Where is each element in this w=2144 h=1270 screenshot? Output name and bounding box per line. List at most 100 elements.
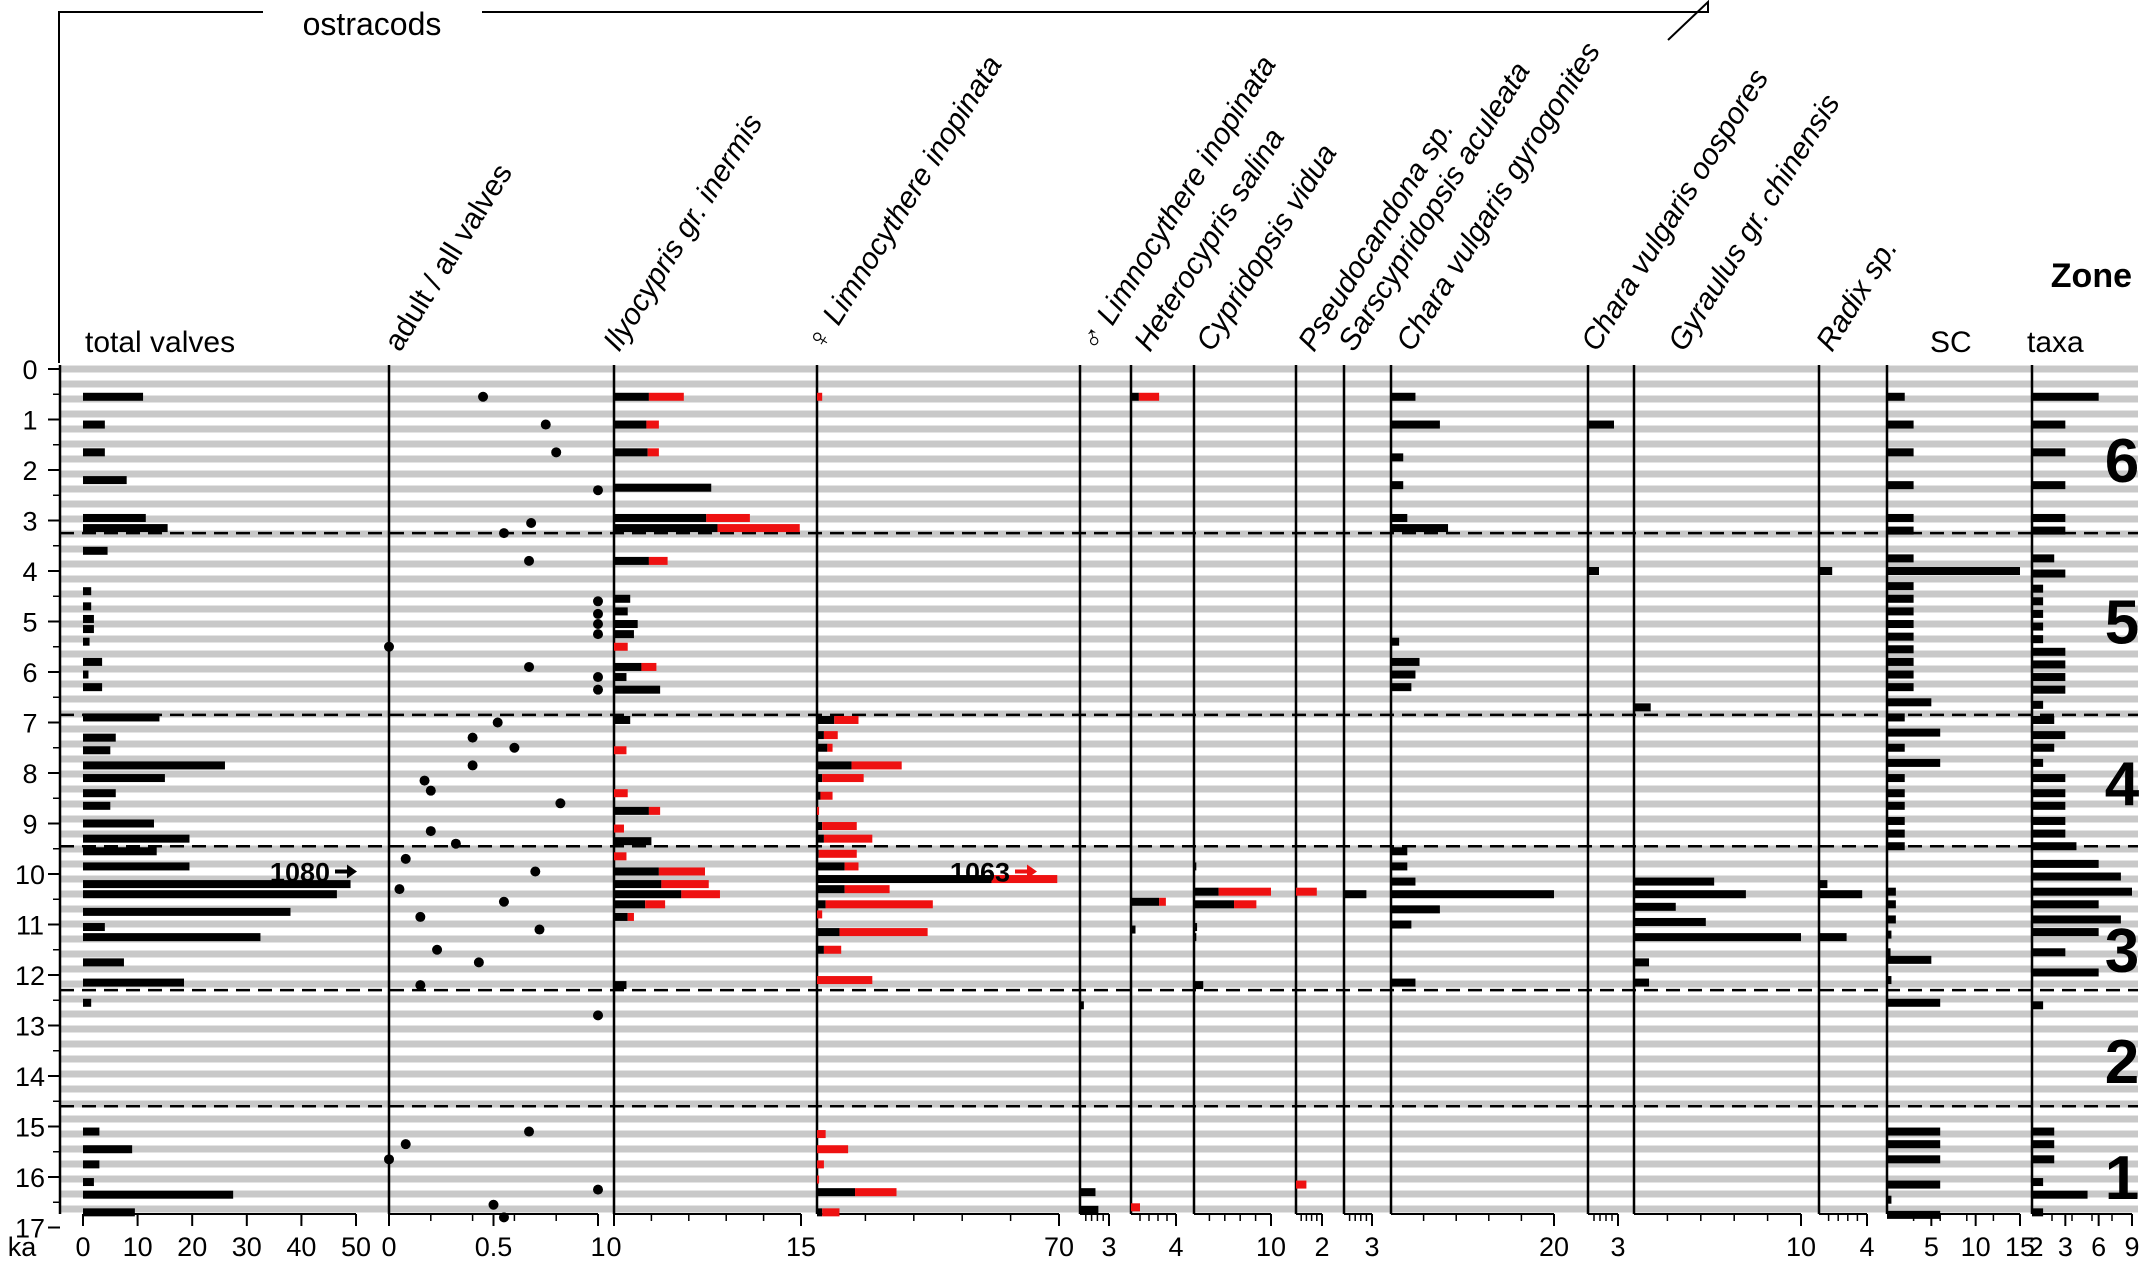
taxa-bar bbox=[2032, 928, 2099, 937]
y-tick-label: 15 bbox=[15, 1113, 45, 1143]
sc-bar bbox=[1887, 513, 1914, 522]
limf-bar-red bbox=[817, 1130, 826, 1139]
limf-bar-red bbox=[991, 875, 1058, 884]
taxa-bar bbox=[2032, 743, 2055, 752]
ilyo-bar bbox=[614, 662, 642, 671]
cypri-bar bbox=[1194, 862, 1197, 871]
hetero-bar bbox=[1131, 925, 1136, 934]
taxa-bar bbox=[2032, 647, 2066, 656]
sc-bar bbox=[1887, 774, 1905, 783]
radix-bar bbox=[1819, 890, 1863, 899]
ilyo-bar-red bbox=[627, 912, 634, 921]
band bbox=[60, 1205, 2138, 1213]
taxa-bar bbox=[2032, 597, 2044, 606]
band bbox=[60, 575, 2138, 583]
limf-bar bbox=[817, 928, 840, 937]
band bbox=[60, 755, 2138, 763]
band bbox=[60, 1130, 2138, 1138]
sc-tick-label: 5 bbox=[1924, 1232, 1939, 1262]
ilyo-bar bbox=[614, 524, 718, 533]
ilyo-bar-red bbox=[614, 824, 624, 833]
band bbox=[60, 500, 2138, 508]
sc-bar bbox=[1887, 567, 2020, 575]
band bbox=[60, 875, 2138, 883]
cypri-bar-red bbox=[1218, 887, 1271, 896]
ostracods-title: ostracods bbox=[303, 6, 442, 42]
radix-bar bbox=[1819, 880, 1828, 889]
limf-bar bbox=[817, 715, 835, 724]
adult-point bbox=[551, 447, 562, 458]
ilyo-bar bbox=[614, 715, 631, 724]
ilyo-bar-red bbox=[661, 880, 709, 889]
adult-point bbox=[467, 760, 478, 771]
band bbox=[60, 725, 2138, 733]
band bbox=[60, 590, 2138, 598]
ilyo-bar-red bbox=[614, 746, 627, 755]
limf-bar-red bbox=[820, 791, 833, 800]
ilyo-bar-red bbox=[681, 890, 720, 899]
ilyo-bar bbox=[614, 673, 627, 682]
ilyo-bar bbox=[614, 867, 659, 876]
ilyo-bar-red bbox=[647, 448, 659, 457]
ilyo-bar bbox=[614, 806, 649, 815]
total-bar bbox=[83, 819, 154, 828]
total-bar bbox=[83, 476, 127, 485]
gyra-bar bbox=[1634, 917, 1706, 926]
adult-point bbox=[593, 596, 603, 607]
cypri-bar bbox=[1194, 923, 1198, 932]
cypri-bar bbox=[1194, 887, 1219, 896]
ilyo-bar-red bbox=[648, 806, 661, 815]
adult-point bbox=[400, 1139, 411, 1150]
limf-bar-red bbox=[818, 849, 857, 858]
panel-sc: SC 5 10 15 bbox=[1885, 326, 2035, 1262]
adult-point bbox=[593, 485, 603, 496]
taxa-bar bbox=[2032, 801, 2066, 810]
ilyo-bar-red bbox=[648, 392, 684, 401]
total-bar bbox=[83, 420, 105, 429]
limf-bar-red bbox=[822, 774, 864, 783]
adult-point bbox=[419, 775, 430, 786]
ilyo-bar bbox=[614, 448, 648, 457]
cypri-tick-label: 10 bbox=[1256, 1232, 1286, 1262]
band bbox=[60, 905, 2138, 913]
total-bar bbox=[83, 713, 160, 722]
radix-label: Radix sp. bbox=[1810, 233, 1904, 357]
y-tick-label: 14 bbox=[15, 1062, 45, 1092]
ilyo-bar-red bbox=[706, 513, 750, 522]
charag-bar bbox=[1391, 847, 1408, 856]
sc-bar bbox=[1887, 632, 1914, 641]
taxa-bar bbox=[2032, 1155, 2055, 1164]
total-bar bbox=[83, 625, 94, 634]
total-tick-label: 40 bbox=[286, 1232, 316, 1262]
sc-bar bbox=[1887, 816, 1905, 825]
ilyo-bar-red bbox=[717, 524, 800, 533]
adult-label: adult / all valves bbox=[378, 158, 519, 357]
total-bar bbox=[83, 1160, 100, 1169]
limf-bar-red bbox=[855, 1188, 897, 1197]
ilyo-tick-label: 15 bbox=[786, 1232, 816, 1262]
taxa-bar bbox=[2032, 481, 2066, 490]
taxa-bar bbox=[2032, 900, 2099, 909]
ilyo-bar bbox=[614, 620, 638, 629]
ilyo-bar bbox=[614, 900, 646, 909]
ilyo-bar bbox=[614, 594, 631, 603]
ilyo-bar bbox=[614, 420, 647, 429]
taxa-bar bbox=[2032, 859, 2099, 868]
adult-point bbox=[394, 884, 405, 895]
limm-bar bbox=[1080, 1188, 1096, 1197]
band bbox=[60, 1100, 2138, 1108]
sc-bar bbox=[1887, 554, 1914, 563]
ilyo-bar-red bbox=[645, 900, 666, 909]
adult-point bbox=[415, 980, 426, 991]
adult-point bbox=[384, 1154, 394, 1165]
sc-bar bbox=[1887, 620, 1914, 629]
y-tick-label: 6 bbox=[22, 658, 37, 688]
total-bar bbox=[83, 614, 94, 623]
adult-point bbox=[498, 896, 509, 907]
charao-bar bbox=[1588, 420, 1614, 429]
charao-tick-label: 3 bbox=[1610, 1232, 1625, 1262]
sc-bar bbox=[1887, 743, 1905, 752]
limf-bar-red bbox=[839, 928, 928, 937]
total-bar bbox=[83, 657, 103, 666]
